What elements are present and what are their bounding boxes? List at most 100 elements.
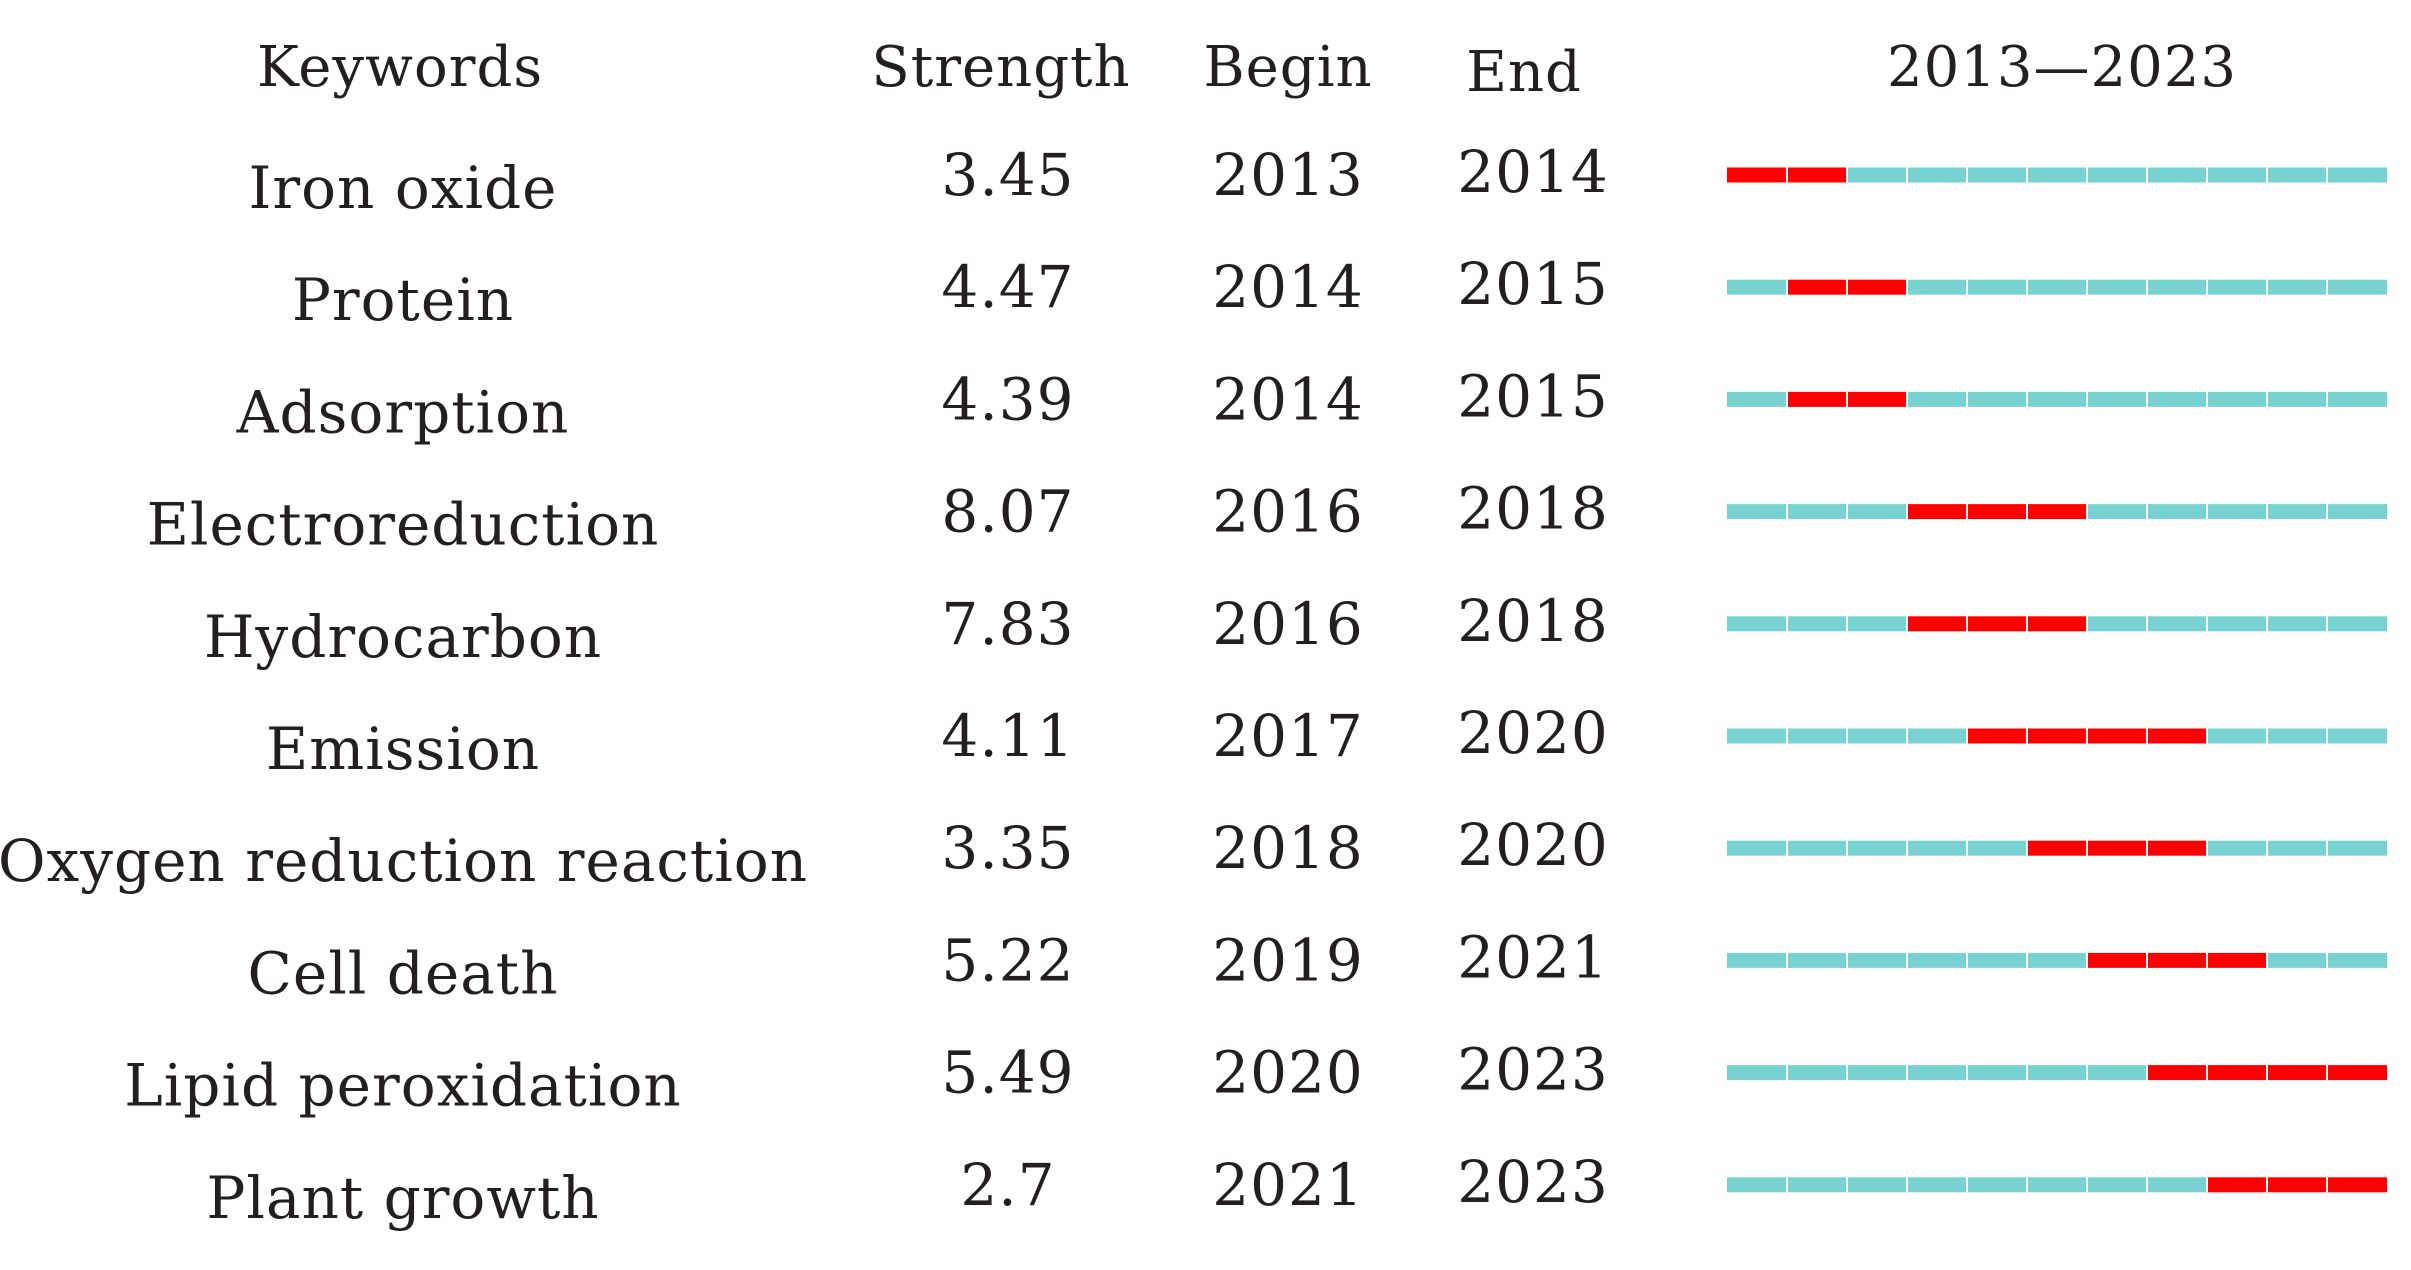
timeline-segment: [1907, 1177, 1967, 1193]
burst-segment: [1727, 167, 1787, 183]
timeline-segment: [1967, 840, 2027, 856]
timeline-segment: [2087, 279, 2147, 295]
burst-segment: [1967, 728, 2027, 744]
timeline-segment: [1907, 279, 1967, 295]
burst-segment: [1967, 616, 2027, 632]
header-keywords: Keywords: [257, 35, 543, 100]
begin-year-cell: 2018: [1212, 814, 1364, 882]
timeline-segment: [1967, 952, 2027, 968]
table-row: Cell death 5.22 2019 2021: [248, 923, 2387, 1007]
burst-segment: [1907, 504, 1967, 520]
timeline-segment: [2147, 1177, 2207, 1193]
timeline-segment: [1787, 1065, 1847, 1081]
timeline-segment: [1727, 279, 1787, 295]
keyword-cell: Hydrocarbon: [204, 603, 602, 671]
burst-segment: [2087, 728, 2147, 744]
keyword-cell: Adsorption: [236, 378, 570, 446]
timeline-segment: [1787, 1177, 1847, 1193]
end-year-cell: 2015: [1457, 362, 1609, 430]
burst-segment: [1847, 391, 1907, 407]
end-year-cell: 2023: [1457, 1148, 1609, 1216]
timeline-segment: [1787, 616, 1847, 632]
timeline-segment: [2147, 504, 2207, 520]
burst-segment: [2207, 1177, 2267, 1193]
keyword-cell: Electroreduction: [147, 491, 660, 559]
timeline-segment: [2027, 391, 2087, 407]
burst-segment: [2207, 952, 2267, 968]
timeline-segment: [1967, 1177, 2027, 1193]
burst-segment: [1967, 504, 2027, 520]
strength-cell: 4.47: [941, 253, 1074, 321]
keyword-cell: Iron oxide: [249, 154, 558, 222]
timeline-segment: [2147, 391, 2207, 407]
end-year-cell: 2014: [1457, 138, 1609, 206]
timeline-segment: [1847, 952, 1907, 968]
end-year-cell: 2018: [1457, 587, 1609, 655]
strength-cell: 2.7: [960, 1151, 1055, 1219]
header-year-range: 2013—2023: [1887, 35, 2237, 100]
timeline-segment: [2027, 279, 2087, 295]
burst-segment: [2327, 1065, 2387, 1081]
begin-year-cell: 2017: [1212, 702, 1364, 770]
timeline-segment: [2267, 616, 2327, 632]
timeline-segment: [1847, 728, 1907, 744]
keyword-cell: Plant growth: [206, 1164, 599, 1232]
burst-timeline: [1727, 1065, 2387, 1081]
table-row: Iron oxide 3.45 2013 2014: [249, 138, 2387, 222]
table-row: Protein 4.47 2014 2015: [292, 250, 2387, 334]
timeline-segment: [2207, 840, 2267, 856]
burst-segment: [2027, 840, 2087, 856]
begin-year-cell: 2020: [1212, 1039, 1364, 1107]
burst-segment: [1787, 279, 1847, 295]
timeline-segment: [2087, 391, 2147, 407]
timeline-segment: [2327, 391, 2387, 407]
burst-segment: [2147, 952, 2207, 968]
timeline-segment: [1907, 728, 1967, 744]
table-row: Electroreduction 8.07 2016 2018: [147, 475, 2387, 559]
timeline-segment: [1727, 728, 1787, 744]
strength-cell: 5.49: [941, 1039, 1074, 1107]
timeline-segment: [1847, 840, 1907, 856]
timeline-segment: [1727, 504, 1787, 520]
timeline-segment: [1847, 1177, 1907, 1193]
timeline-segment: [2267, 952, 2327, 968]
timeline-segment: [1727, 616, 1787, 632]
timeline-segment: [2327, 279, 2387, 295]
burst-segment: [2147, 840, 2207, 856]
strength-cell: 4.39: [941, 365, 1074, 433]
keyword-cell: Cell death: [248, 939, 559, 1007]
end-year-cell: 2020: [1457, 699, 1609, 767]
timeline-segment: [1727, 952, 1787, 968]
table-row: Plant growth 2.7 2021 2023: [206, 1148, 2387, 1232]
timeline-segment: [1907, 167, 1967, 183]
keyword-cell: Oxygen reduction reaction: [0, 827, 808, 895]
header-begin: Begin: [1203, 35, 1372, 100]
burst-segment: [2267, 1065, 2327, 1081]
burst-timeline: [1727, 504, 2387, 520]
begin-year-cell: 2019: [1212, 926, 1364, 994]
burst-timeline: [1727, 616, 2387, 632]
timeline-segment: [2327, 504, 2387, 520]
timeline-segment: [1727, 840, 1787, 856]
burst-segment: [1847, 279, 1907, 295]
timeline-segment: [1787, 840, 1847, 856]
timeline-segment: [2087, 1065, 2147, 1081]
timeline-segment: [2267, 840, 2327, 856]
timeline-segment: [2027, 1065, 2087, 1081]
burst-segment: [2147, 1065, 2207, 1081]
end-year-cell: 2018: [1457, 475, 1609, 543]
timeline-segment: [2267, 728, 2327, 744]
begin-year-cell: 2014: [1212, 253, 1364, 321]
burst-segment: [2027, 504, 2087, 520]
end-year-cell: 2021: [1457, 923, 1609, 991]
timeline-segment: [1907, 952, 1967, 968]
keyword-cell: Emission: [266, 715, 540, 783]
timeline-segment: [2027, 167, 2087, 183]
timeline-segment: [1787, 728, 1847, 744]
burst-timeline: [1727, 952, 2387, 968]
begin-year-cell: 2021: [1212, 1151, 1364, 1219]
timeline-segment: [1907, 391, 1967, 407]
timeline-segment: [1907, 840, 1967, 856]
timeline-segment: [1727, 391, 1787, 407]
timeline-segment: [2027, 952, 2087, 968]
